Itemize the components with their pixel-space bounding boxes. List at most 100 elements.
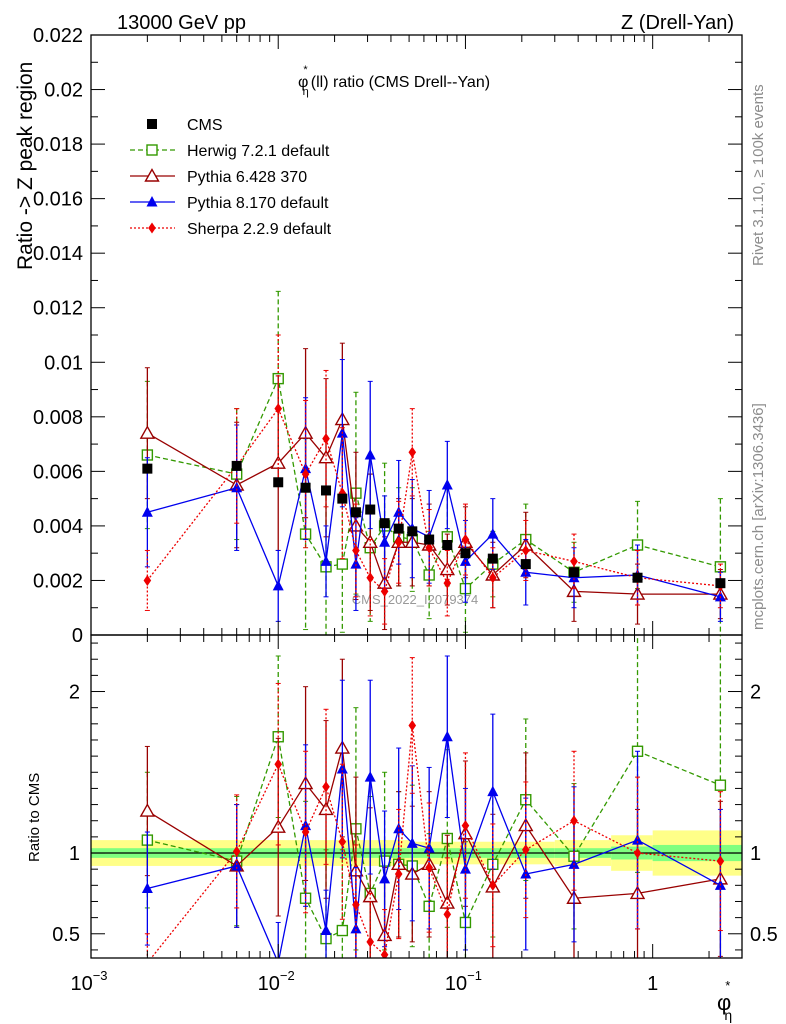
legend-marker bbox=[147, 119, 157, 129]
data-point bbox=[352, 544, 360, 556]
title-phi: φ bbox=[298, 74, 308, 91]
data-point bbox=[459, 863, 471, 874]
data-point bbox=[570, 555, 578, 567]
data-point bbox=[487, 785, 499, 797]
x-tick-label: 10−3 bbox=[70, 968, 107, 995]
data-point bbox=[322, 781, 330, 793]
data-point bbox=[425, 542, 433, 554]
legend: CMS Herwig 7.2.1 default Pythia 6.428 370 P… bbox=[130, 117, 332, 238]
data-point bbox=[232, 845, 241, 857]
data-point bbox=[461, 534, 470, 546]
data-point bbox=[231, 460, 242, 471]
legend-label: Sherpa 2.2.9 default bbox=[187, 221, 332, 238]
data-point bbox=[139, 803, 156, 817]
data-point bbox=[231, 859, 243, 871]
y-tick-label: 0.008 bbox=[33, 407, 83, 429]
data-point bbox=[364, 771, 376, 782]
data-point bbox=[139, 425, 156, 439]
data-point bbox=[393, 506, 405, 517]
side-label-mcplots: mcplots.cern.ch [arXiv:1306.3436] bbox=[750, 403, 767, 630]
x-tick-label: 10−2 bbox=[258, 968, 295, 995]
chart-title: φ* η(ll) ratio (CMS Drell--Yan) bbox=[298, 64, 490, 98]
data-point bbox=[364, 449, 376, 460]
data-point bbox=[350, 507, 361, 518]
data-point bbox=[714, 590, 726, 602]
data-point bbox=[393, 822, 405, 834]
data-point bbox=[320, 924, 332, 936]
legend-label: Herwig 7.2.1 default bbox=[187, 143, 330, 160]
watermark: CMS_2022_I2079374 bbox=[352, 592, 479, 607]
x-tick-label: 10−1 bbox=[445, 968, 482, 995]
data-point bbox=[424, 534, 435, 545]
title-sub: η bbox=[303, 86, 309, 98]
data-point bbox=[487, 553, 498, 564]
y-tick-label: 0.018 bbox=[33, 134, 83, 156]
y-tick-label: 0.002 bbox=[33, 570, 83, 592]
data-point bbox=[141, 882, 153, 894]
y-tick-label: 0.016 bbox=[33, 189, 83, 211]
y-tick-label: 0.014 bbox=[33, 243, 83, 265]
data-point bbox=[270, 819, 286, 833]
data-point bbox=[489, 879, 497, 891]
data-point bbox=[321, 485, 332, 496]
ratio-y-tick-label: 1 bbox=[69, 843, 80, 865]
data-point bbox=[274, 758, 283, 770]
legend-entry: Herwig 7.2.1 default bbox=[130, 143, 330, 160]
data-point bbox=[352, 899, 360, 911]
data-point bbox=[379, 872, 391, 884]
title-rest: (ll) ratio (CMS Drell--Yan) bbox=[311, 74, 490, 91]
y-tick-label: 0.02 bbox=[44, 80, 83, 102]
data-point bbox=[441, 479, 453, 490]
legend-entry: Sherpa 2.2.9 default bbox=[130, 221, 332, 238]
data-point bbox=[394, 868, 403, 880]
data-point bbox=[300, 462, 312, 474]
data-point bbox=[716, 855, 725, 867]
data-point bbox=[443, 577, 452, 589]
data-point bbox=[365, 504, 376, 515]
data-point bbox=[406, 837, 418, 848]
ratio-panel: 0.5 0.51 12 210−3 10−2 10−1 1 Ratio to CMS bbox=[26, 634, 778, 995]
legend-marker bbox=[148, 222, 156, 234]
legend-entry: Pythia 6.428 370 bbox=[130, 168, 307, 186]
data-point bbox=[338, 836, 347, 848]
data-point bbox=[394, 536, 403, 548]
legend-marker bbox=[146, 144, 158, 156]
x-axis-label: φ* η bbox=[717, 978, 732, 1023]
series-sherpa-2-2-9-default bbox=[144, 657, 725, 958]
data-point bbox=[489, 572, 497, 584]
data-point bbox=[380, 949, 389, 958]
data-point bbox=[714, 779, 727, 791]
series-cms bbox=[142, 460, 726, 589]
data-point bbox=[336, 558, 349, 570]
data-point bbox=[301, 826, 310, 838]
data-point bbox=[441, 730, 453, 742]
ratio-y-axis-label: Ratio to CMS bbox=[26, 773, 43, 862]
data-point bbox=[520, 566, 532, 577]
y-tick-label: 0.022 bbox=[33, 25, 83, 47]
data-point bbox=[274, 403, 283, 415]
xlabel-sub: η bbox=[724, 1007, 732, 1023]
data-point bbox=[301, 468, 310, 480]
data-point bbox=[146, 957, 148, 958]
series-pythia-6-428-370 bbox=[139, 658, 729, 958]
data-point bbox=[272, 579, 284, 591]
data-point bbox=[273, 477, 284, 488]
legend-entry: Pythia 8.170 default bbox=[130, 195, 329, 212]
data-point bbox=[520, 559, 531, 570]
title-star: * bbox=[303, 64, 308, 76]
y-tick-label: 0.004 bbox=[33, 516, 83, 538]
data-point bbox=[520, 868, 532, 879]
legend-entry: CMS bbox=[147, 117, 223, 134]
series-pythia-8-170-default bbox=[141, 655, 726, 958]
data-point bbox=[231, 481, 243, 493]
y-tick-label: 0.01 bbox=[44, 352, 83, 374]
series-line bbox=[147, 417, 721, 595]
ratio-y-tick-label-right: 2 bbox=[750, 682, 761, 704]
data-point bbox=[715, 578, 726, 589]
data-point bbox=[337, 493, 348, 504]
legend-marker bbox=[146, 196, 158, 207]
data-point bbox=[300, 482, 311, 493]
x-tick-exponent: −3 bbox=[93, 968, 108, 983]
x-tick-base: 10 bbox=[70, 973, 92, 995]
data-point bbox=[407, 526, 418, 537]
